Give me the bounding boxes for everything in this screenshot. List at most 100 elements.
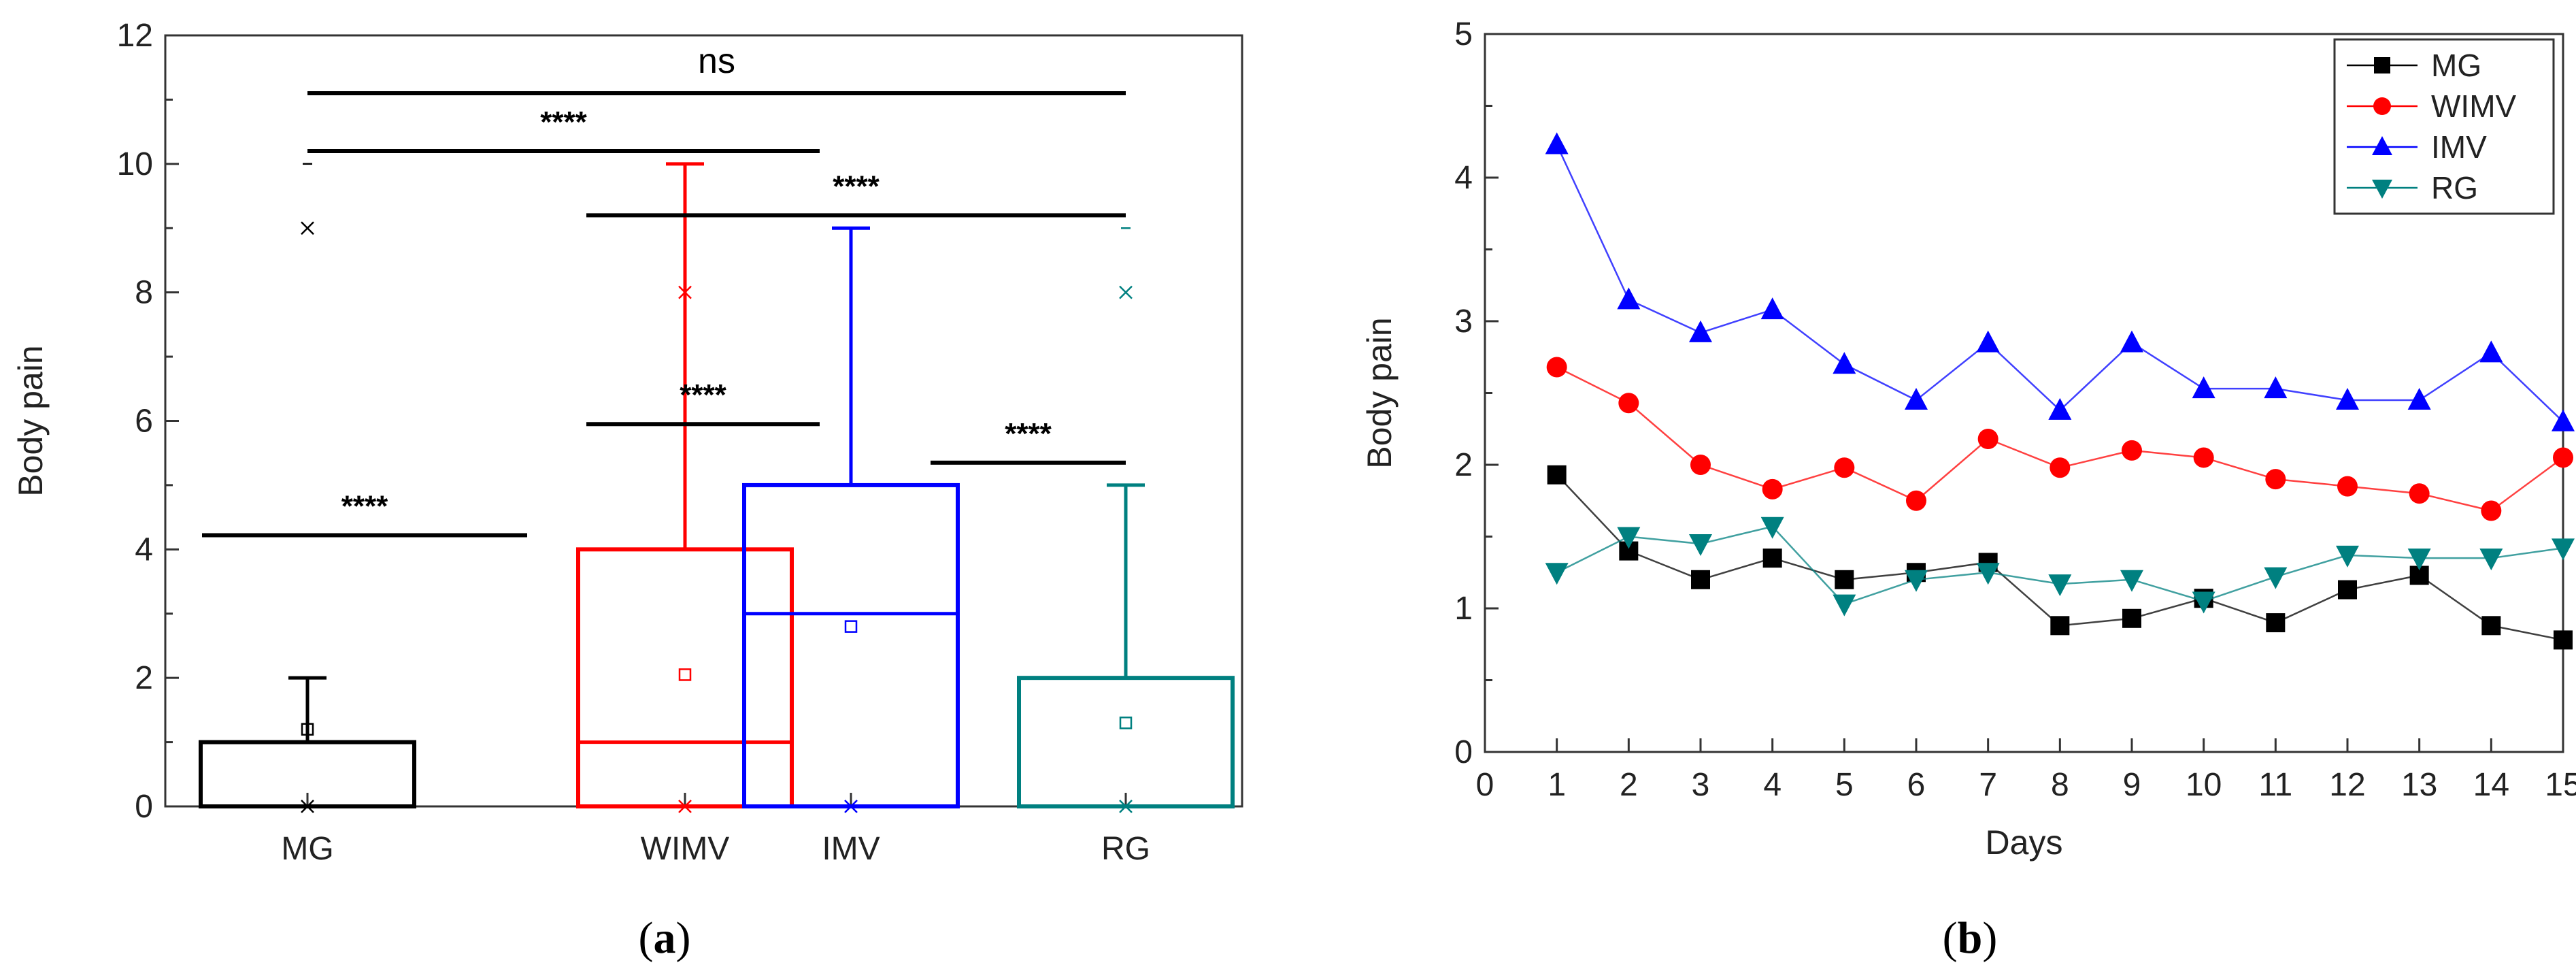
data-point-mg [1835, 570, 1854, 589]
data-point-rg [1833, 594, 1856, 617]
data-point-rg [1617, 527, 1641, 549]
significance-label-stars: **** [341, 490, 388, 523]
x-tick-label-b: 4 [1763, 767, 1782, 803]
data-point-imv [1905, 388, 1928, 410]
legend-marker-wimv [2373, 97, 2391, 115]
data-point-imv [1976, 330, 2000, 353]
data-point-imv [1689, 320, 1712, 342]
x-tick-label-b: 3 [1692, 767, 1710, 803]
data-point-imv [1545, 132, 1569, 154]
data-point-mg [1547, 465, 1567, 485]
y-tick-label-a: 8 [135, 275, 153, 311]
data-point-rg [2479, 548, 2503, 571]
x-tick-label-b: 5 [1835, 767, 1854, 803]
data-point-rg [2264, 567, 2288, 589]
data-point-wimv [2122, 440, 2142, 461]
significance-label-stars: **** [680, 378, 726, 412]
y-tick-label-a: 6 [135, 404, 153, 440]
outlier-mark-wimv [678, 285, 692, 299]
mean-marker-wimv [678, 668, 692, 681]
data-point-mg [2338, 580, 2357, 600]
data-point-rg [2552, 538, 2575, 561]
x-tick-label-rg: RG [1101, 831, 1150, 867]
legend-box [2333, 38, 2555, 215]
y-tick-label-a: 0 [135, 789, 153, 825]
outlier-mark-rg [1119, 285, 1133, 299]
data-point-mg [2122, 608, 2141, 628]
data-point-rg [1689, 534, 1712, 557]
data-point-imv [2552, 409, 2575, 431]
panel-letter-b: b [1958, 913, 1983, 963]
x-tick-label-wimv: WIMV [641, 831, 730, 867]
y-axis-title-b: Body pain [1360, 317, 1399, 468]
data-point-wimv [2193, 447, 2214, 468]
mean-marker-mg [301, 723, 314, 736]
data-point-rg [2336, 545, 2359, 568]
panel-label-b: (b) [1943, 913, 1998, 963]
outlier-mark-wimv [678, 800, 692, 813]
significance-label-stars: **** [1005, 417, 1052, 450]
x-tick-label-b: 12 [2329, 767, 2365, 803]
data-point-rg [1545, 563, 1569, 585]
box-imv [742, 482, 960, 809]
data-point-imv [1617, 287, 1641, 310]
data-point-rg [1976, 563, 2000, 585]
legend-label-rg: RG [2431, 170, 2478, 206]
y-tick-label-a: 2 [135, 660, 153, 696]
y-tick-label-a: 4 [135, 531, 153, 568]
x-tick-label-b: 15 [2545, 767, 2576, 803]
y-tick-label-b: 0 [1454, 734, 1473, 770]
panel-label-a: (a) [639, 913, 691, 963]
box-wimv [576, 547, 794, 808]
data-point-mg [2554, 630, 2573, 650]
x-axis-title-b: Days [1986, 823, 2063, 862]
legend-marker-imv [2372, 136, 2392, 155]
x-tick-label-b: 0 [1476, 767, 1494, 803]
x-tick-label-b: 9 [2123, 767, 2141, 803]
data-point-imv [2264, 376, 2288, 399]
panel-a-boxplot: 0 2 4 6 8 10 12 MG WIMV IMV RG Body pain ns **** **** *… [12, 18, 1243, 963]
outlier-mark-mg [301, 800, 314, 813]
mean-marker-rg [1119, 717, 1133, 730]
y-axis-title-a: Body pain [12, 345, 50, 496]
x-tick-label-b: 13 [2401, 767, 2437, 803]
outlier-mark-rg [1119, 800, 1133, 813]
data-point-imv [1760, 297, 1784, 320]
data-point-wimv [1546, 357, 1567, 378]
significance-label-stars: **** [540, 105, 587, 139]
data-point-wimv [1690, 455, 1711, 475]
y-tick-label-b: 4 [1454, 160, 1473, 196]
data-point-imv [2120, 330, 2143, 353]
y-tick-label-b: 1 [1454, 591, 1473, 627]
data-point-rg [2048, 574, 2072, 597]
y-tick-label-b: 2 [1454, 447, 1473, 483]
data-point-rg [1760, 517, 1784, 539]
data-point-mg [1762, 548, 1782, 568]
x-tick-label-mg: MG [281, 831, 333, 867]
data-point-wimv [1834, 457, 1855, 478]
data-point-wimv [1977, 429, 1998, 450]
data-point-wimv [2050, 457, 2071, 478]
data-point-rg [1905, 570, 1928, 592]
box-rg [1017, 676, 1235, 809]
data-point-wimv [2265, 469, 2286, 490]
legend-label-imv: IMV [2431, 129, 2487, 165]
data-point-rg [2407, 548, 2431, 571]
data-point-wimv [2553, 447, 2573, 468]
data-point-wimv [2337, 476, 2358, 497]
x-tick-label-b: 6 [1907, 767, 1926, 803]
outlier-mark-mg [301, 221, 314, 235]
legend-marker-mg [2374, 57, 2390, 73]
y-tick-label-a: 10 [117, 146, 153, 182]
legend-label-mg: MG [2431, 48, 2481, 83]
outlier-mark-imv [844, 800, 858, 813]
x-tick-label-b: 11 [2258, 767, 2292, 803]
data-point-imv [2407, 388, 2431, 410]
x-tick-label-b: 8 [2051, 767, 2069, 803]
data-point-mg [2050, 616, 2070, 636]
significance-label-stars: **** [833, 169, 880, 203]
data-point-mg [1691, 570, 1710, 589]
y-tick-label-b: 5 [1454, 16, 1473, 52]
legend-label-wimv: WIMV [2431, 88, 2517, 124]
